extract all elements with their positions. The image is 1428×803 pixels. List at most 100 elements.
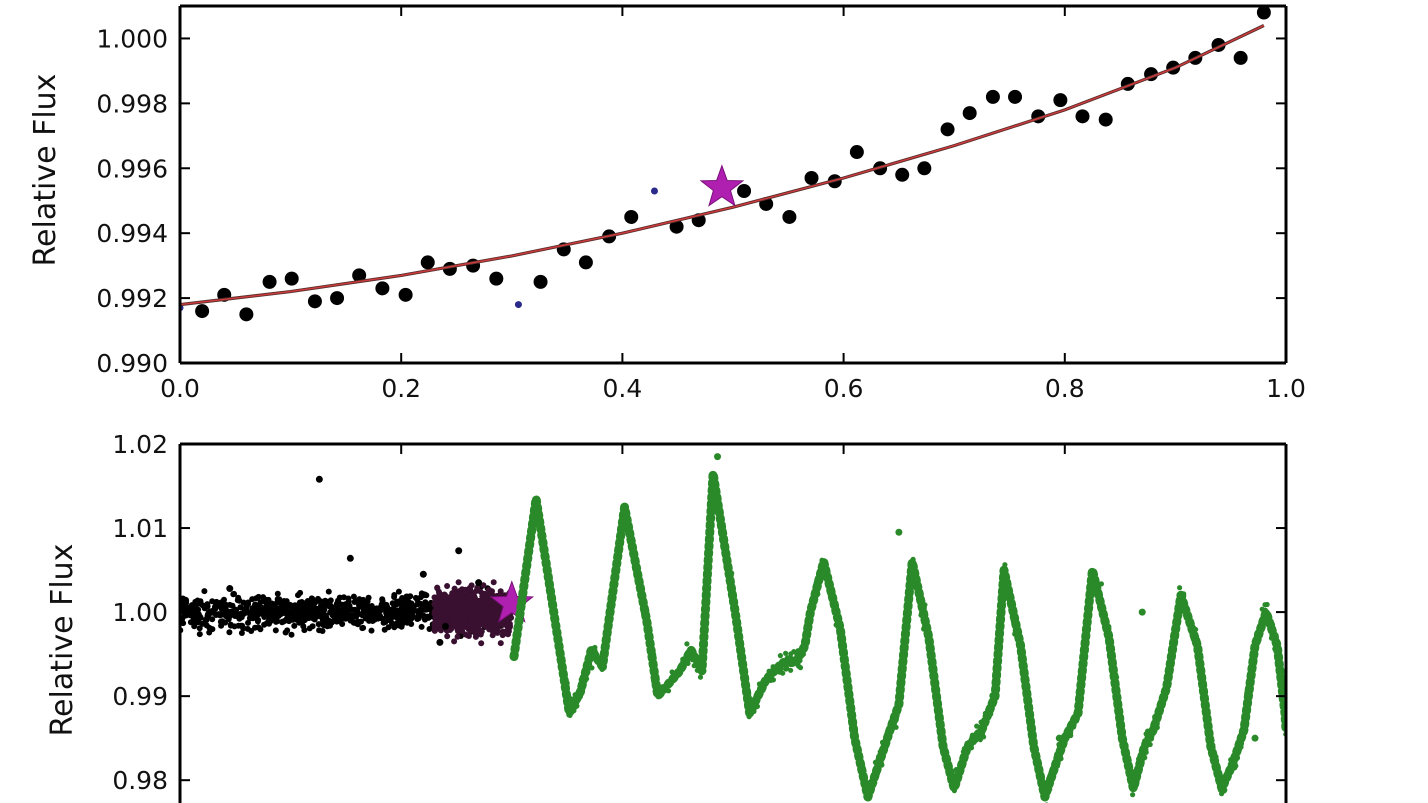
oscillation-point: [850, 721, 856, 728]
oscillation-point: [1131, 782, 1138, 789]
outlier-point: [346, 554, 354, 562]
oscillation-point: [1088, 572, 1094, 578]
oscillation-point: [1193, 626, 1199, 633]
oscillation-point: [903, 623, 909, 629]
oscillation-point: [632, 558, 638, 564]
oscillation-point: [961, 746, 968, 752]
oscillation-point: [946, 766, 952, 772]
baseline-point: [302, 600, 308, 607]
oscillation-point: [863, 782, 870, 788]
oscillation-point: [930, 682, 936, 688]
oscillation-point: [1136, 756, 1142, 762]
oscillation-point: [537, 524, 543, 530]
baseline-point: [197, 614, 204, 621]
oscillation-point: [934, 701, 940, 707]
oscillation-point: [821, 558, 827, 564]
baseline-point: [245, 619, 251, 626]
oscillation-point: [1276, 653, 1282, 659]
oscillation-point: [1147, 741, 1153, 748]
oscillation-point: [585, 669, 591, 675]
baseline-point: [309, 609, 316, 616]
data-point: [239, 307, 254, 322]
oscillation-point: [879, 762, 885, 768]
oscillation-point: [800, 651, 807, 657]
baseline-point: [490, 579, 497, 586]
oscillation-point: [546, 577, 552, 584]
oscillation-point: [553, 626, 559, 632]
oscillation-point: [788, 667, 794, 673]
oscillation-point: [1152, 714, 1158, 720]
oscillation-point: [893, 716, 899, 722]
oscillation-point: [746, 714, 752, 720]
oscillation-point: [902, 629, 908, 635]
oscillation-point: [896, 702, 902, 709]
oscillation-point: [708, 508, 714, 514]
oscillation-point: [899, 670, 905, 676]
oscillation-point: [1099, 612, 1105, 618]
oscillation-point: [951, 788, 958, 794]
oscillation-point: [1278, 669, 1284, 675]
baseline-point: [365, 594, 372, 601]
oscillation-point: [860, 770, 866, 776]
baseline-point: [414, 601, 421, 608]
oscillation-point: [1106, 624, 1112, 630]
oscillation-point: [594, 656, 600, 662]
oscillation-point: [744, 694, 750, 701]
baseline-point: [284, 613, 291, 620]
oscillation-point: [530, 525, 536, 531]
oscillation-point: [665, 679, 671, 685]
oscillation-point: [822, 563, 828, 570]
oscillation-point: [1032, 748, 1038, 754]
oscillation-point: [1272, 634, 1278, 640]
oscillation-point: [1263, 615, 1269, 621]
oscillation-point: [1228, 757, 1234, 763]
baseline-point: [416, 610, 423, 617]
baseline-point: [454, 633, 461, 640]
oscillation-point: [694, 667, 700, 673]
oscillation-point: [781, 657, 787, 664]
oscillation-point: [569, 699, 575, 705]
baseline-point: [417, 594, 424, 601]
oscillation-point: [1023, 681, 1029, 687]
oscillation-point: [989, 693, 995, 699]
baseline-point: [265, 596, 272, 603]
oscillation-point: [817, 569, 824, 576]
baseline-point: [489, 632, 496, 639]
oscillation-point: [1201, 685, 1207, 692]
baseline-point: [384, 610, 391, 617]
baseline-point: [238, 622, 244, 629]
oscillation-point: [1004, 580, 1010, 586]
oscillation-point: [1088, 581, 1094, 587]
baseline-point: [293, 615, 300, 622]
oscillation-point: [996, 644, 1002, 651]
oscillation-point: [994, 665, 1001, 671]
oscillation-point: [1181, 591, 1187, 597]
oscillation-point: [606, 613, 612, 619]
oscillation-point: [1007, 586, 1013, 592]
baseline-point: [252, 612, 259, 619]
oscillation-point: [1013, 617, 1019, 623]
oscillation-point: [761, 678, 767, 685]
data-point: [849, 145, 864, 160]
oscillation-point: [1264, 601, 1270, 608]
star-marker: [699, 164, 745, 207]
plot-area: [180, 453, 1286, 803]
oscillation-point: [889, 719, 895, 725]
oscillation-point: [1054, 763, 1061, 769]
oscillation-point: [1275, 645, 1281, 651]
oscillation-point: [592, 648, 598, 655]
baseline-point: [249, 596, 256, 603]
oscillation-point: [544, 563, 550, 569]
oscillation-point: [945, 760, 951, 766]
oscillation-point: [563, 688, 569, 694]
baseline-point: [489, 619, 496, 626]
baseline-point: [205, 613, 211, 620]
data-point: [262, 274, 277, 289]
baseline-point: [274, 590, 281, 597]
oscillation-point: [580, 686, 586, 692]
oscillation-point: [714, 491, 720, 497]
oscillation-point: [1214, 772, 1220, 778]
baseline-point: [288, 631, 295, 638]
outlier-point: [1251, 734, 1259, 742]
oscillation-point: [847, 713, 854, 719]
